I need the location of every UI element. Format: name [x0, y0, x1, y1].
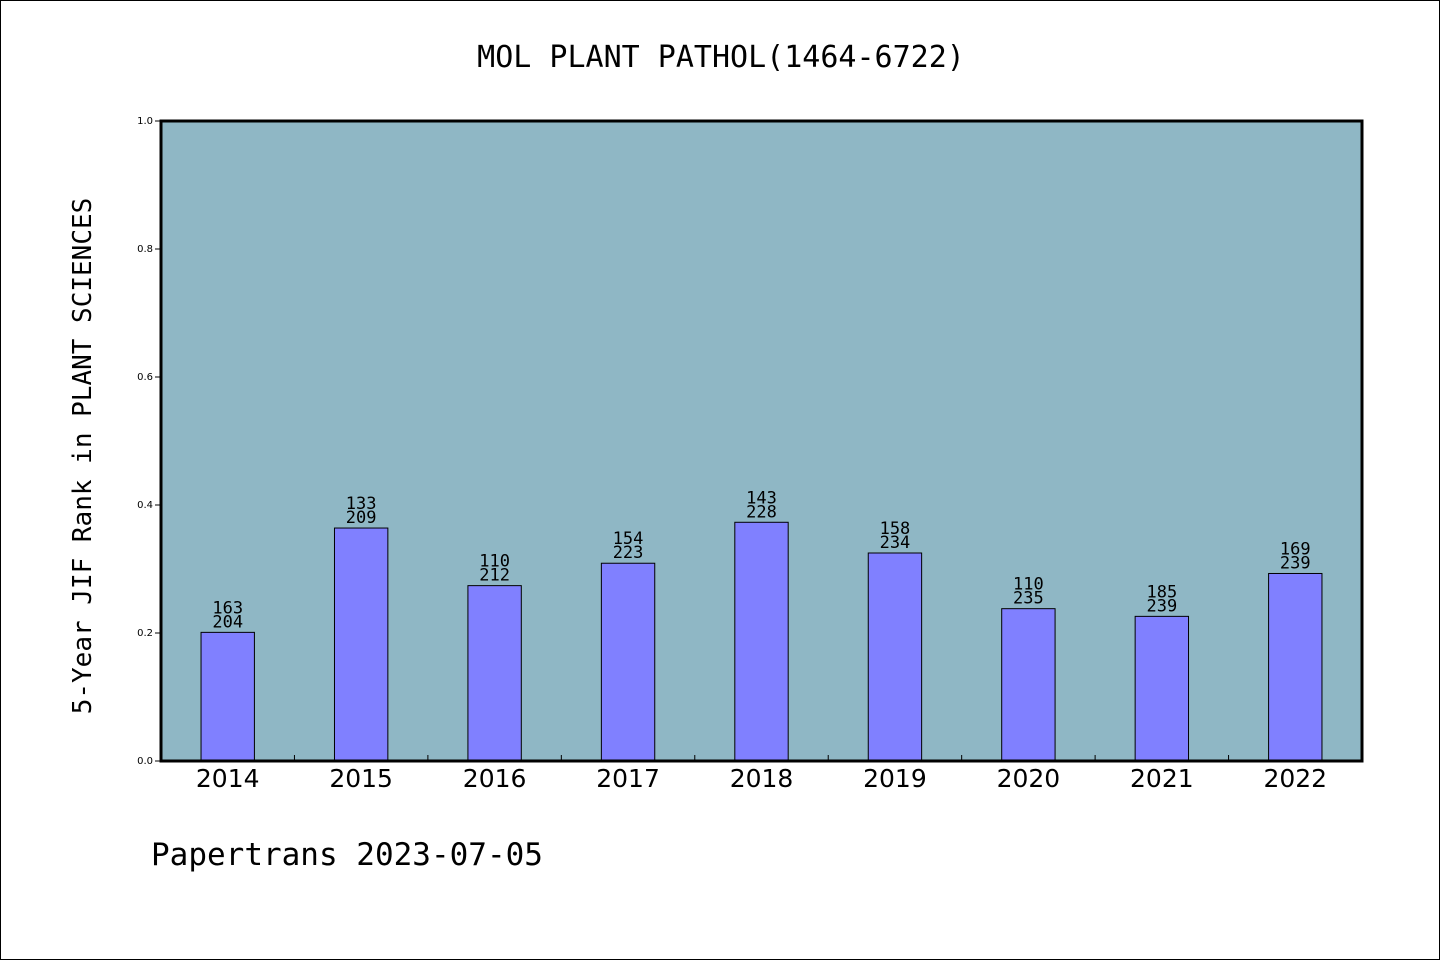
bars-group: 1632041332091102121542231432281582341102… [200, 488, 1323, 762]
bar-rank-label: 158 [880, 519, 911, 539]
footer-credit: Papertrans 2023-07-05 [151, 837, 543, 873]
y-tick-label: 0.6 [137, 372, 153, 383]
bar-rank-label: 143 [746, 488, 777, 508]
y-axis: 0.0 0.2 0.4 0.6 0.8 1.0 [137, 116, 161, 767]
bar-2015 [333, 527, 389, 762]
y-tick-label: 0.8 [137, 244, 153, 255]
bar-2019 [867, 552, 923, 762]
bar-total-label: 235 [1013, 589, 1044, 609]
bar-rank-label: 133 [346, 494, 377, 514]
bar-total-label: 209 [346, 508, 377, 528]
plot-border [159, 119, 1364, 763]
bar-total-label: 223 [613, 543, 644, 563]
y-axis-label: 5-Year JIF Rank in PLANT SCIENCES [68, 198, 98, 715]
x-tick-label: 2014 [196, 764, 260, 793]
bar-rank-label: 110 [1013, 575, 1044, 595]
x-tick-label: 2020 [997, 764, 1061, 793]
bar-2016 [467, 585, 522, 762]
bar-rank-label: 110 [479, 552, 510, 572]
x-tick-label: 2019 [863, 764, 927, 793]
bar-total-label: 239 [1280, 553, 1311, 573]
y-tick-label: 0.4 [137, 500, 153, 511]
x-tick-label: 2018 [730, 764, 794, 793]
bar-2020 [1001, 608, 1056, 762]
y-tick-label: 0.2 [137, 628, 153, 639]
bar-2021 [1134, 615, 1190, 762]
bar-2018 [734, 521, 789, 762]
bar-total-label: 239 [1146, 596, 1177, 616]
x-tick-label: 2015 [329, 764, 393, 793]
bar-rank-label: 163 [212, 598, 243, 618]
bar-2014 [200, 631, 255, 762]
x-tick-label: 2016 [463, 764, 527, 793]
bar-total-label: 212 [479, 566, 510, 586]
bar-2017 [600, 562, 656, 762]
bar-total-label: 204 [212, 612, 243, 632]
x-tick-label: 2021 [1130, 764, 1194, 793]
bar-total-label: 234 [880, 533, 911, 553]
bar-2022 [1268, 572, 1323, 762]
chart-title: MOL PLANT PATHOL(1464-6722) [477, 40, 965, 75]
x-tick-label: 2022 [1263, 764, 1327, 793]
y-tick-label: 1.0 [137, 116, 153, 127]
bar-rank-label: 154 [613, 529, 644, 549]
x-axis: 2014 2015 2016 2017 2018 2019 2020 2021 2022 [196, 755, 1327, 793]
x-tick-label: 2017 [596, 764, 660, 793]
bar-total-label: 228 [746, 502, 777, 522]
y-tick-label: 0.0 [137, 756, 153, 767]
bar-rank-label: 185 [1146, 582, 1177, 602]
bar-rank-label: 169 [1280, 539, 1311, 559]
